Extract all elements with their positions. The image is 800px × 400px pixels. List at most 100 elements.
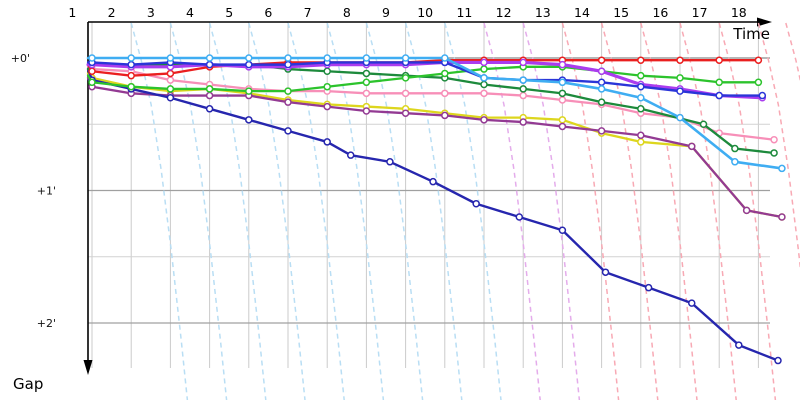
series-pink-marker xyxy=(770,135,778,144)
series-blue-marker xyxy=(758,91,767,100)
y-tick-label: +0' xyxy=(11,52,30,65)
dropped-light-blue-dashed-line xyxy=(248,22,306,400)
series-purple-marker xyxy=(519,118,527,126)
series-navy-marker xyxy=(205,105,214,113)
series-sky-blue-marker xyxy=(205,54,214,62)
series-purple-marker xyxy=(778,213,786,221)
x-tick-label: 16 xyxy=(652,5,668,20)
series-violet-marker xyxy=(519,58,527,67)
series-violet-marker xyxy=(597,67,606,75)
series-green-marker xyxy=(323,82,331,91)
dropped-light-blue-dashed-line xyxy=(130,22,189,400)
x-tick-label: 5 xyxy=(225,5,233,20)
x-tick-label: 12 xyxy=(496,5,512,20)
y-axis-title: Gap xyxy=(13,375,43,393)
x-tick-label: 1 xyxy=(68,5,76,20)
series-navy-marker xyxy=(472,199,480,208)
series-red-marker xyxy=(597,56,606,64)
series-navy-marker xyxy=(515,213,524,221)
series-yellow-marker xyxy=(558,116,567,124)
series-purple-marker xyxy=(480,116,488,124)
series-pink-marker xyxy=(558,96,567,104)
dropped-pink-dashed-line xyxy=(757,22,800,272)
series-blue-marker xyxy=(205,60,214,69)
series-navy-marker xyxy=(346,151,355,159)
dropped-light-blue-dashed-line xyxy=(404,22,463,400)
series-blue-marker xyxy=(597,78,606,87)
series-green-marker xyxy=(88,78,96,87)
x-tick-label: 15 xyxy=(613,5,629,20)
x-tick-label: 4 xyxy=(186,5,194,20)
chart-render-layer: +0'+1'+2'1 2 3 4 5 6 7 8 9 10 11 12 13 14 15 16 17 18 xyxy=(11,5,800,400)
series-pink-marker xyxy=(519,91,527,100)
series-red-marker xyxy=(754,56,763,64)
series-pink-marker xyxy=(166,76,175,84)
series-red-marker xyxy=(88,67,96,75)
series-dark-green-marker xyxy=(637,105,645,113)
series-purple-marker xyxy=(284,98,292,106)
x-tick-label: 9 xyxy=(382,5,390,20)
series-navy-marker xyxy=(688,299,696,307)
series-sky-blue-marker xyxy=(323,54,331,62)
x-tick-label: 11 xyxy=(456,5,472,20)
series-pink-marker xyxy=(441,89,449,98)
series-green-marker xyxy=(637,71,645,80)
series-red-marker xyxy=(166,69,175,78)
series-green-marker xyxy=(401,74,410,82)
series-purple-marker xyxy=(441,111,449,120)
series-navy-marker xyxy=(558,226,567,234)
series-sky-blue-marker xyxy=(127,54,135,62)
x-tick-label: 7 xyxy=(304,5,312,20)
series-red-marker xyxy=(637,56,645,64)
series-purple-marker xyxy=(742,206,751,215)
dropped-light-blue-dashed-line xyxy=(208,22,267,400)
dropped-light-blue-dashed-line xyxy=(169,22,228,400)
x-axis-arrowhead xyxy=(757,17,772,27)
series-blue-marker xyxy=(245,60,253,69)
series-dark-green-marker xyxy=(770,149,778,157)
series-green-marker xyxy=(441,69,449,78)
series-sky-blue-marker xyxy=(362,54,371,62)
dropped-light-blue-dashed-line xyxy=(326,22,385,400)
y-tick-label: +1' xyxy=(37,184,56,197)
series-green-marker xyxy=(245,87,253,95)
series-sky-blue-marker xyxy=(597,85,606,93)
x-tick-label: 6 xyxy=(264,5,272,20)
series-dark-green-marker xyxy=(480,80,488,89)
series-green-marker xyxy=(754,78,763,87)
series-purple-marker xyxy=(688,142,696,151)
series-purple-marker xyxy=(362,107,371,115)
series-red-marker xyxy=(715,56,723,64)
series-sky-blue-marker xyxy=(519,76,527,84)
series-purple-marker xyxy=(637,131,645,140)
x-tick-label: 10 xyxy=(417,5,433,20)
series-violet-marker xyxy=(480,58,488,67)
series-blue-marker xyxy=(676,87,684,95)
series-navy-marker xyxy=(429,177,437,186)
series-navy-marker xyxy=(644,283,653,292)
series-dark-green-marker xyxy=(731,144,739,153)
series-green-marker xyxy=(715,78,723,87)
series-yellow-marker xyxy=(637,138,645,146)
series-green-marker xyxy=(166,85,175,93)
series-sky-blue-marker xyxy=(637,93,645,102)
series-sky-blue-marker xyxy=(558,78,567,87)
series-purple-marker xyxy=(323,102,331,111)
series-dark-green-marker xyxy=(558,89,567,98)
series-sky-blue-marker xyxy=(166,54,175,62)
series-pink-marker xyxy=(401,89,410,98)
series-sky-blue-marker xyxy=(441,54,449,62)
series-blue-marker xyxy=(127,60,135,69)
series-dark-green-marker xyxy=(519,85,527,93)
series-purple-line xyxy=(86,76,784,219)
series-navy-marker xyxy=(735,341,743,349)
series-green-marker xyxy=(284,87,292,95)
series-dark-green-marker xyxy=(699,120,708,128)
series-navy-marker xyxy=(323,138,331,146)
x-tick-label: 13 xyxy=(535,5,551,20)
series-blue-marker xyxy=(715,91,723,100)
series-navy-marker xyxy=(601,268,610,276)
x-tick-label: 8 xyxy=(343,5,351,20)
series-pink-marker xyxy=(480,89,488,98)
